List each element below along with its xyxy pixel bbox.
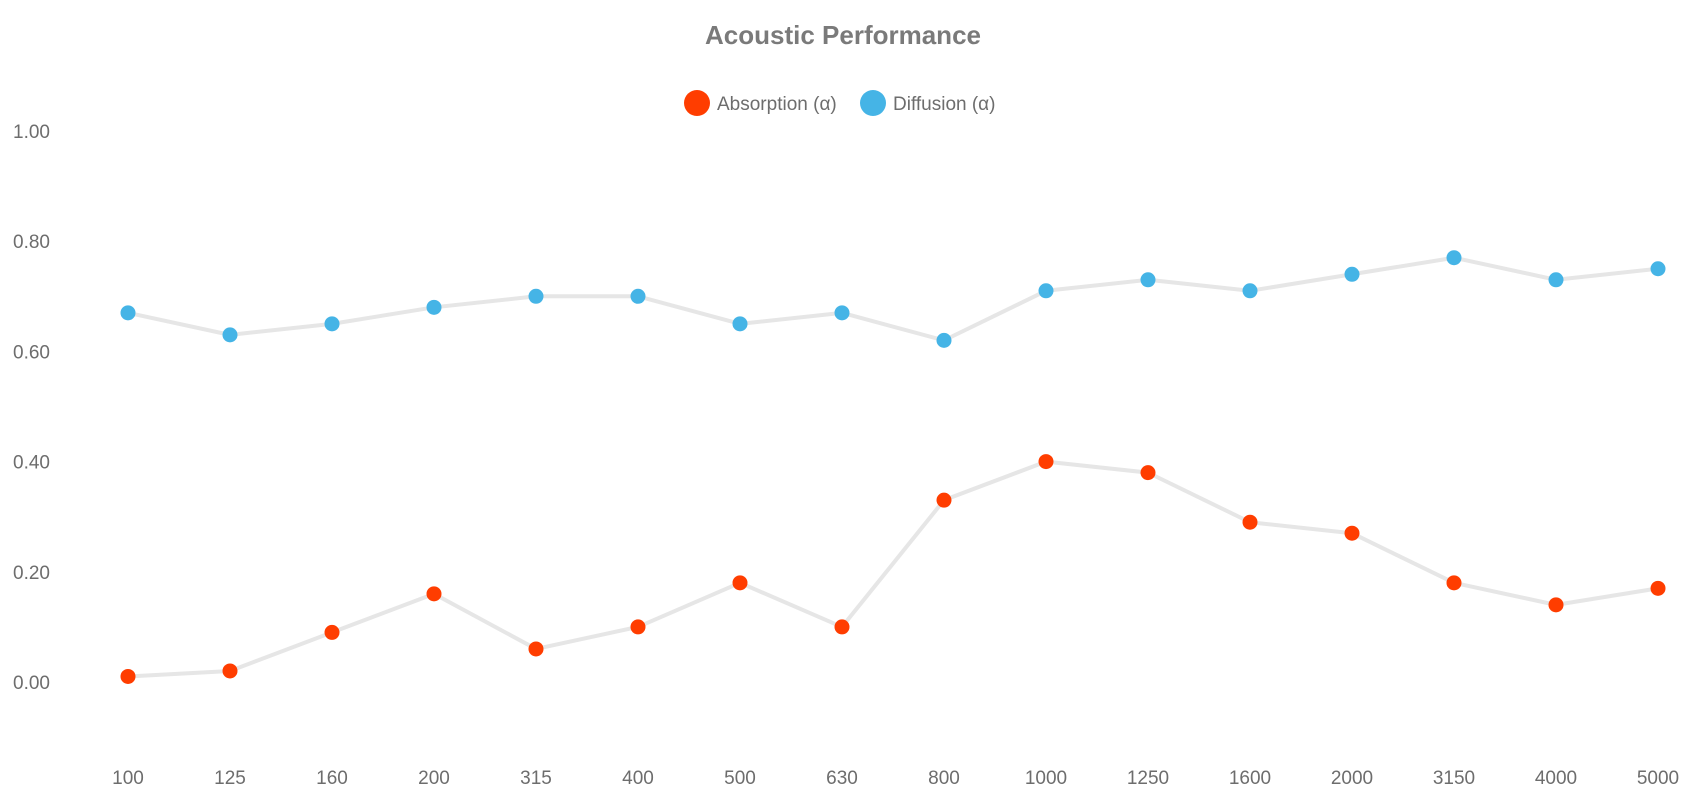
- data-point-diffusion[interactable]: [732, 316, 748, 332]
- series-lines: [126, 255, 1660, 679]
- x-tick-label: 400: [622, 768, 654, 789]
- data-point-absorption[interactable]: [1140, 465, 1156, 481]
- y-tick-label: 0.40: [13, 453, 50, 474]
- data-point-diffusion[interactable]: [1140, 272, 1156, 288]
- data-point-diffusion[interactable]: [1344, 266, 1360, 282]
- legend-marker-absorption[interactable]: [684, 90, 710, 116]
- data-point-diffusion[interactable]: [936, 332, 952, 348]
- x-tick-label: 315: [520, 768, 552, 789]
- x-tick-label: 630: [826, 768, 858, 789]
- data-point-absorption[interactable]: [222, 663, 238, 679]
- x-tick-label: 200: [418, 768, 450, 789]
- data-point-diffusion[interactable]: [1038, 283, 1054, 299]
- data-point-diffusion[interactable]: [528, 288, 544, 304]
- data-point-absorption[interactable]: [426, 586, 442, 602]
- x-tick-label: 5000: [1637, 768, 1679, 789]
- data-point-absorption[interactable]: [936, 492, 952, 508]
- data-point-absorption[interactable]: [1242, 514, 1258, 530]
- x-axis: 100 125 160 200 315 400 500 630 800 1000 1250 1600 2…: [112, 768, 1679, 789]
- x-tick-label: 800: [928, 768, 960, 789]
- x-tick-label: 4000: [1535, 768, 1577, 789]
- data-point-absorption[interactable]: [834, 619, 850, 635]
- data-point-diffusion[interactable]: [1446, 250, 1462, 266]
- data-point-diffusion[interactable]: [426, 299, 442, 315]
- data-point-diffusion[interactable]: [120, 305, 136, 321]
- data-point-diffusion[interactable]: [1650, 261, 1666, 277]
- y-tick-label: 0.20: [13, 563, 50, 584]
- data-point-diffusion[interactable]: [1242, 283, 1258, 299]
- data-point-absorption[interactable]: [120, 668, 136, 684]
- data-point-diffusion[interactable]: [222, 327, 238, 343]
- data-point-absorption[interactable]: [630, 619, 646, 635]
- data-point-absorption[interactable]: [528, 641, 544, 657]
- x-tick-label: 3150: [1433, 768, 1475, 789]
- x-tick-label: 125: [214, 768, 246, 789]
- y-axis: 0.00 0.20 0.40 0.60 0.80 1.00: [13, 122, 50, 694]
- data-point-absorption[interactable]: [1548, 597, 1564, 613]
- data-point-absorption[interactable]: [324, 624, 340, 640]
- y-tick-label: 0.00: [13, 673, 50, 694]
- data-point-absorption[interactable]: [1038, 454, 1054, 470]
- data-point-absorption[interactable]: [1650, 580, 1666, 596]
- x-tick-label: 2000: [1331, 768, 1373, 789]
- x-tick-label: 1000: [1025, 768, 1067, 789]
- series-points: [120, 250, 1666, 684]
- y-tick-label: 0.60: [13, 342, 50, 363]
- data-point-diffusion[interactable]: [324, 316, 340, 332]
- legend-label-absorption[interactable]: Absorption (α): [717, 94, 837, 115]
- data-point-absorption[interactable]: [732, 575, 748, 591]
- data-point-diffusion[interactable]: [1548, 272, 1564, 288]
- legend-label-diffusion[interactable]: Diffusion (α): [893, 94, 996, 115]
- data-point-diffusion[interactable]: [630, 288, 646, 304]
- data-point-absorption[interactable]: [1344, 525, 1360, 541]
- legend: Absorption (α) Diffusion (α): [684, 90, 996, 116]
- x-tick-label: 100: [112, 768, 144, 789]
- data-point-absorption[interactable]: [1446, 575, 1462, 591]
- x-tick-label: 160: [316, 768, 348, 789]
- y-tick-label: 0.80: [13, 232, 50, 253]
- x-tick-label: 1600: [1229, 768, 1271, 789]
- y-tick-label: 1.00: [13, 122, 50, 143]
- legend-marker-diffusion[interactable]: [860, 90, 886, 116]
- x-tick-label: 500: [724, 768, 756, 789]
- data-point-diffusion[interactable]: [834, 305, 850, 321]
- series-line-absorption: [126, 459, 1660, 679]
- series-line-diffusion: [126, 255, 1660, 343]
- chart-title: Acoustic Performance: [705, 20, 981, 50]
- x-tick-label: 1250: [1127, 768, 1169, 789]
